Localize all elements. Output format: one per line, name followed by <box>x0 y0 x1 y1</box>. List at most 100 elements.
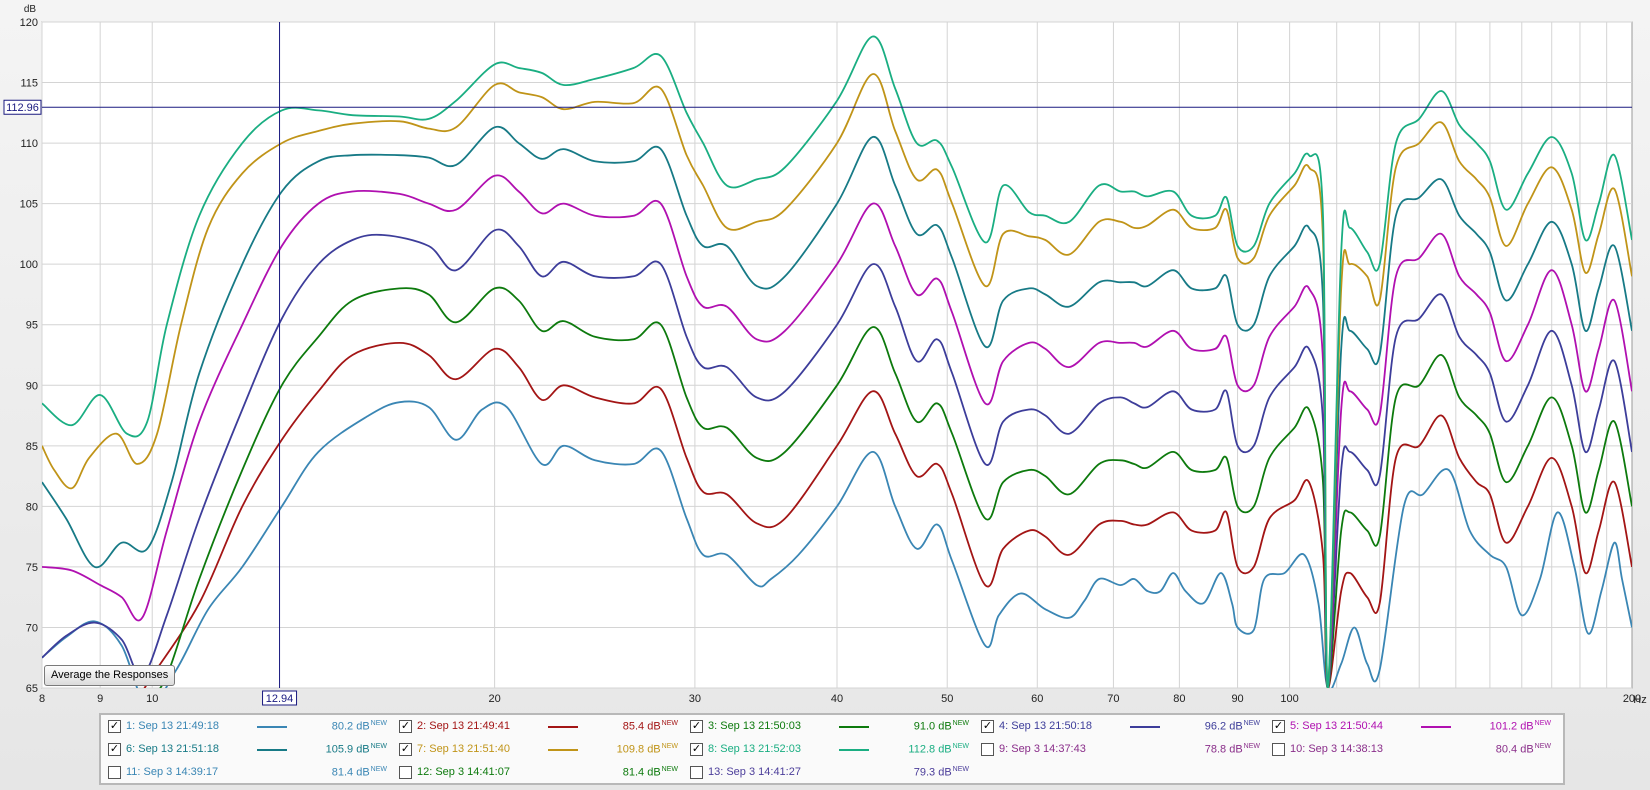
cursor-x-readout-box <box>262 690 298 706</box>
series-line-5 <box>42 174 1632 688</box>
x-tick-label: 30 <box>689 693 701 705</box>
average-responses-button[interactable]: Average the Responses <box>44 665 176 686</box>
legend-swatch <box>548 726 578 728</box>
legend-value: 91.0 dBNEW <box>914 720 969 733</box>
x-tick-label: 70 <box>1107 693 1119 705</box>
x-tick-label: 200 <box>1623 693 1641 705</box>
legend-swatch <box>1421 726 1451 728</box>
legend-item[interactable]: 12: Sep 3 14:41:07 81.4 dBNEW <box>394 763 684 781</box>
legend-new-badge: NEW <box>661 720 678 727</box>
y-axis-unit: dB <box>24 4 37 15</box>
legend-checkbox[interactable] <box>690 766 703 779</box>
x-tick-label: 10 <box>146 693 158 705</box>
legend-value: 105.9 dBNEW <box>326 743 387 756</box>
y-tick-label: 85 <box>26 441 38 453</box>
x-tick-label: 80 <box>1173 693 1185 705</box>
y-tick-label: 90 <box>26 380 38 392</box>
legend-value: 81.4 dBNEW <box>332 766 387 779</box>
legend-item[interactable]: 11: Sep 3 14:39:17 81.4 dBNEW <box>103 763 393 781</box>
y-tick-label: 75 <box>26 562 38 574</box>
series-line-7 <box>42 73 1632 688</box>
legend-value-text: 81.4 dB <box>331 766 370 779</box>
x-tick-label: 40 <box>831 693 843 705</box>
legend-item[interactable]: ✓ 4: Sep 13 21:50:18 96.2 dBNEW <box>976 717 1266 735</box>
legend-label: 4: Sep 13 21:50:18 <box>999 720 1092 732</box>
x-tick-label: 20 <box>488 693 500 705</box>
legend-panel: ✓ 1: Sep 13 21:49:18 80.2 dBNEW ✓ 2: Sep 13 … <box>99 713 1565 785</box>
legend-item[interactable]: ✓ 3: Sep 13 21:50:03 91.0 dBNEW <box>685 717 975 735</box>
legend-checkbox[interactable]: ✓ <box>399 743 412 756</box>
legend-item[interactable]: 10: Sep 3 14:38:13 80.4 dBNEW <box>1267 740 1557 758</box>
legend-swatch <box>839 726 869 728</box>
legend-swatch <box>257 726 287 728</box>
series-line-3 <box>159 286 1632 688</box>
legend-item[interactable]: ✓ 6: Sep 13 21:51:18 105.9 dBNEW <box>103 740 393 758</box>
series-line-6 <box>42 125 1632 688</box>
legend-swatch <box>548 749 578 751</box>
legend-checkbox[interactable]: ✓ <box>690 743 703 756</box>
legend-checkbox[interactable]: ✓ <box>108 720 121 733</box>
legend-value: 109.8 dBNEW <box>617 743 678 756</box>
legend-label: 12: Sep 3 14:41:07 <box>417 766 510 778</box>
legend-value: 96.2 dBNEW <box>1205 720 1260 733</box>
series-line-4 <box>42 228 1632 688</box>
legend-new-badge: NEW <box>1534 743 1551 750</box>
legend-new-badge: NEW <box>370 766 387 773</box>
legend-label: 3: Sep 13 21:50:03 <box>708 720 801 732</box>
legend-new-badge: NEW <box>661 766 678 773</box>
legend-value: 85.4 dBNEW <box>623 720 678 733</box>
legend-value-text: 80.4 dB <box>1495 743 1534 756</box>
legend-item[interactable]: 9: Sep 3 14:37:43 78.8 dBNEW <box>976 740 1266 758</box>
legend-new-badge: NEW <box>1243 743 1260 750</box>
legend-swatch <box>1130 726 1160 728</box>
y-tick-label: 115 <box>20 78 38 90</box>
cursor-y-readout-box <box>3 99 42 115</box>
legend-value: 112.8 dBNEW <box>908 743 969 756</box>
legend-swatch <box>839 749 869 751</box>
y-tick-label: 120 <box>20 17 38 29</box>
legend-item[interactable]: ✓ 5: Sep 13 21:50:44 101.2 dBNEW <box>1267 717 1557 735</box>
legend-label: 9: Sep 3 14:37:43 <box>999 743 1086 755</box>
legend-value-text: 109.8 dB <box>616 743 661 756</box>
legend-item[interactable]: ✓ 2: Sep 13 21:49:41 85.4 dBNEW <box>394 717 684 735</box>
legend-value-text: 81.4 dB <box>622 766 661 779</box>
legend-checkbox[interactable]: ✓ <box>1272 720 1285 733</box>
legend-checkbox[interactable]: ✓ <box>690 720 703 733</box>
legend-checkbox[interactable]: ✓ <box>399 720 412 733</box>
legend-value-text: 91.0 dB <box>913 720 952 733</box>
legend-value: 81.4 dBNEW <box>623 766 678 779</box>
legend-new-badge: NEW <box>952 720 969 727</box>
legend-label: 5: Sep 13 21:50:44 <box>1290 720 1383 732</box>
legend-new-badge: NEW <box>1534 720 1551 727</box>
cursor-y-readout: 112.96 <box>6 102 39 114</box>
legend-item[interactable]: ✓ 7: Sep 13 21:51:40 109.8 dBNEW <box>394 740 684 758</box>
legend-checkbox[interactable]: ✓ <box>108 743 121 756</box>
legend-value-text: 101.2 dB <box>1489 720 1534 733</box>
legend-value: 80.4 dBNEW <box>1496 743 1551 756</box>
legend-checkbox[interactable] <box>1272 743 1285 756</box>
y-tick-label: 70 <box>26 622 38 634</box>
legend-label: 8: Sep 13 21:52:03 <box>708 743 801 755</box>
legend-new-badge: NEW <box>370 720 387 727</box>
y-tick-label: 80 <box>26 501 38 513</box>
legend-value: 79.3 dBNEW <box>914 766 969 779</box>
cursor[interactable]: 112.96 12.94 <box>3 22 1632 706</box>
legend-checkbox[interactable]: ✓ <box>981 720 994 733</box>
legend-value-text: 79.3 dB <box>913 766 952 779</box>
y-tick-label: 100 <box>20 259 38 271</box>
legend-item[interactable]: ✓ 1: Sep 13 21:49:18 80.2 dBNEW <box>103 717 393 735</box>
spl-chart[interactable]: 65 70 75 80 85 90 95 100 105 110 115 120 8 9 10 20 30 40 5… <box>0 0 1650 708</box>
legend-item[interactable]: ✓ 8: Sep 13 21:52:03 112.8 dBNEW <box>685 740 975 758</box>
x-axis-unit: Hz <box>1633 694 1646 706</box>
legend-checkbox[interactable] <box>981 743 994 756</box>
x-tick-label: 100 <box>1280 693 1298 705</box>
legend-checkbox[interactable] <box>108 766 121 779</box>
x-tick-label: 90 <box>1231 693 1243 705</box>
legend-label: 7: Sep 13 21:51:40 <box>417 743 510 755</box>
legend-value-text: 96.2 dB <box>1204 720 1243 733</box>
legend-label: 2: Sep 13 21:49:41 <box>417 720 510 732</box>
legend-checkbox[interactable] <box>399 766 412 779</box>
legend-item[interactable]: 13: Sep 3 14:41:27 79.3 dBNEW <box>685 763 975 781</box>
legend-label: 6: Sep 13 21:51:18 <box>126 743 219 755</box>
y-tick-label: 110 <box>20 138 38 150</box>
